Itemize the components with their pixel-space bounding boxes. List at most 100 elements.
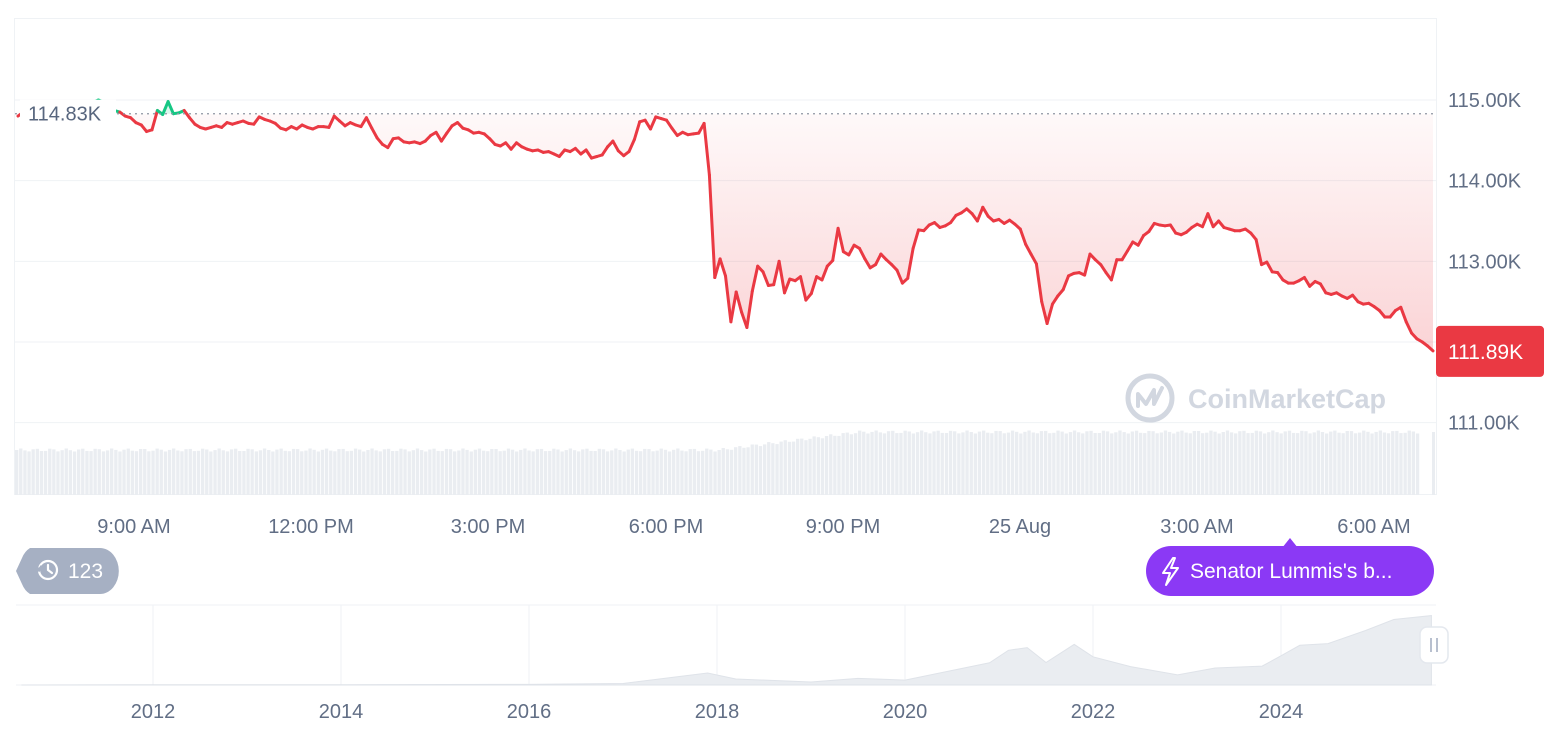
volume-bar (543, 451, 548, 495)
volume-bar (630, 448, 635, 495)
volume-bar (882, 433, 887, 495)
volume-bar (196, 450, 201, 495)
volume-bar (143, 449, 147, 495)
navigator-year-label: 2012 (131, 701, 176, 723)
volume-bar (333, 451, 337, 495)
volume-bar (585, 448, 589, 495)
coinmarketcap-logo-icon (1125, 373, 1175, 423)
price-segment (1201, 212, 1210, 229)
volume-bar (519, 449, 523, 495)
volume-bar (948, 430, 953, 495)
navigator-area-path (21, 615, 1432, 686)
volume-bar (581, 449, 585, 495)
volume-bar (1349, 431, 1354, 495)
navigator-year-labels: 2012 2014 2016 2018 2020 2022 2024 (131, 701, 1304, 723)
volume-bar (1300, 430, 1304, 495)
volume-bar (494, 449, 498, 495)
volume-bar (482, 450, 486, 495)
volume-bar (155, 448, 159, 495)
volume-bar (444, 448, 449, 495)
volume-bar (213, 450, 217, 495)
volume-bar (593, 451, 597, 495)
volume-bar (457, 450, 461, 495)
volume-bar (1118, 430, 1122, 495)
price-segment (1034, 262, 1044, 304)
y-tick-label: 115.00K (1448, 90, 1522, 112)
volume-bar (1258, 431, 1263, 495)
volume-bar (440, 451, 444, 495)
reference-price-label: 114.83K (28, 104, 102, 126)
volume-bar (1391, 431, 1395, 495)
volume-bar (1143, 433, 1147, 495)
volume-bar (548, 450, 552, 495)
price-segment (847, 243, 856, 257)
price-segment (836, 226, 845, 254)
x-tick-label: 9:00 PM (806, 516, 880, 538)
volume-bar (1122, 432, 1126, 495)
news-pill[interactable]: Senator Lummis's b... (1146, 538, 1434, 596)
history-badge[interactable]: 123 (16, 548, 119, 594)
volume-bar (1366, 431, 1370, 495)
volume-bar (601, 449, 606, 495)
volume-bar (746, 447, 750, 495)
volume-bar (527, 450, 531, 495)
volume-bar (932, 431, 936, 495)
x-tick-label: 25 Aug (989, 516, 1051, 538)
volume-bar (779, 441, 783, 495)
volume-bar (349, 450, 354, 495)
volume-bar (763, 444, 767, 495)
volume-bar (1229, 432, 1234, 495)
volume-bar (19, 448, 23, 495)
volume-bar (688, 449, 692, 495)
volume-bar (767, 442, 771, 495)
volume-bar (1312, 432, 1316, 495)
volume-bar (605, 451, 610, 495)
volume-bar (556, 449, 560, 495)
volume-bar (816, 437, 821, 495)
volume-bar (729, 449, 734, 495)
volume-bar (1089, 430, 1093, 495)
price-segment (702, 121, 711, 177)
volume-bar (1382, 432, 1387, 495)
volume-bar (853, 433, 858, 495)
volume-bar (878, 432, 883, 495)
volume-bar (1035, 433, 1040, 495)
volume-bar (1167, 431, 1172, 495)
volume-bar (1234, 433, 1238, 495)
price-segment (665, 118, 674, 130)
volume-bar (862, 431, 866, 495)
volume-bar (1296, 433, 1300, 495)
current-price-label: 111.89K (1448, 341, 1523, 364)
volume-bar (577, 451, 581, 495)
volume-bar (676, 448, 680, 495)
volume-bar (1048, 433, 1052, 495)
volume-bar (469, 451, 473, 495)
volume-bar (1345, 431, 1349, 495)
volume-bar (754, 444, 759, 495)
price-segment (600, 145, 610, 157)
volume-bar (23, 450, 27, 495)
volume-bar (1147, 430, 1151, 495)
navigator-year-label: 2016 (507, 701, 552, 723)
volume-bar (89, 451, 93, 495)
volume-bar (225, 451, 230, 495)
volume-bar (1085, 431, 1089, 495)
volume-bar (783, 440, 787, 495)
volume-bar (1019, 433, 1023, 495)
volume-bar (1254, 430, 1259, 495)
x-tick-label: 12:00 PM (268, 516, 354, 538)
price-segment (445, 124, 454, 135)
volume-bar (428, 449, 432, 495)
volume-bar (1386, 433, 1391, 495)
volume-bar (498, 451, 502, 495)
price-segment (975, 205, 985, 223)
volume-bar (81, 448, 85, 495)
volume-bar (85, 450, 89, 495)
volume-bar (907, 431, 911, 495)
volume-bar (101, 451, 106, 495)
watermark-text: CoinMarketCap (1188, 384, 1386, 414)
navigator-handle[interactable] (1419, 626, 1449, 664)
volume-bar (1110, 433, 1114, 495)
volume-bar (254, 451, 259, 495)
